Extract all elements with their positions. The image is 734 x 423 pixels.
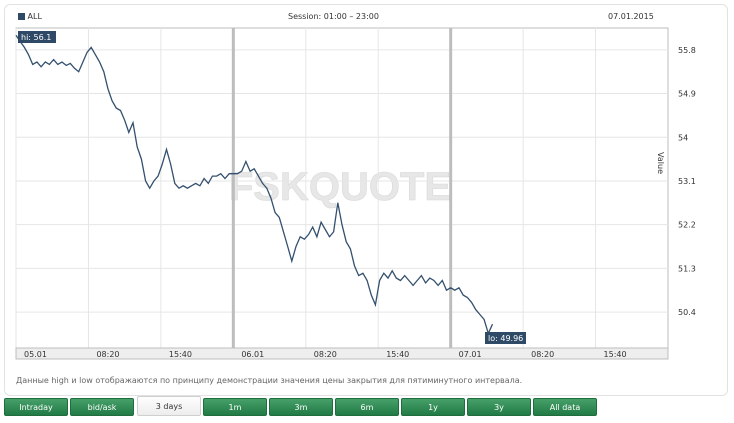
watermark: FSKQUOTE (229, 165, 451, 209)
chart-frame (4, 4, 728, 396)
lo-label: lo: 49.96 (485, 332, 526, 344)
x-tick-label: 15:40 (386, 350, 409, 359)
y-tick-label: 52.2 (678, 221, 696, 230)
x-tick-label: 05.01 (24, 350, 47, 359)
y-axis-title: Value (656, 152, 665, 174)
tab-3m[interactable]: 3m (269, 398, 333, 416)
x-tick-label: 07.01 (459, 350, 482, 359)
x-tick-label: 06.01 (241, 350, 264, 359)
y-tick-label: 51.3 (678, 264, 696, 273)
footnote: Данные high и low отображаются по принци… (16, 376, 523, 385)
tab-intraday[interactable]: Intraday (4, 398, 68, 416)
y-tick-label: 53.1 (678, 177, 696, 186)
x-tick-label: 15:40 (604, 350, 627, 359)
series-square-icon (18, 13, 25, 20)
tab-1y[interactable]: 1y (401, 398, 465, 416)
tab-1m[interactable]: 1m (203, 398, 267, 416)
y-tick-label: 54.9 (678, 90, 696, 99)
hi-label: hi: 56.1 (18, 31, 56, 43)
tab-all-data[interactable]: All data (533, 398, 597, 416)
tab-6m[interactable]: 6m (335, 398, 399, 416)
tab-bid-ask[interactable]: bid/ask (70, 398, 134, 416)
x-tick-label: 08:20 (96, 350, 119, 359)
y-tick-label: 54 (678, 133, 688, 142)
x-tick-label: 08:20 (314, 350, 337, 359)
instrument-name: ALL (27, 12, 42, 21)
price-line (15, 34, 494, 336)
x-tick-label: 08:20 (531, 350, 554, 359)
tab-3-days[interactable]: 3 days (137, 396, 201, 416)
x-axis-band (15, 347, 669, 360)
lo-label-text: lo: 49.96 (488, 334, 523, 343)
range-tabs: Intraday bid/ask 3 days 1m 3m 6m 1y 3y A… (4, 396, 734, 416)
date-label: 07.01.2015 (608, 12, 654, 21)
session-label: Session: 01:00 – 23:00 (288, 12, 379, 21)
instrument-label: ALL (18, 12, 42, 21)
hi-label-text: hi: 56.1 (21, 33, 51, 42)
y-tick-label: 55.8 (678, 46, 696, 55)
x-tick-label: 15:40 (169, 350, 192, 359)
tab-3y[interactable]: 3y (467, 398, 531, 416)
y-tick-label: 50.4 (678, 308, 696, 317)
